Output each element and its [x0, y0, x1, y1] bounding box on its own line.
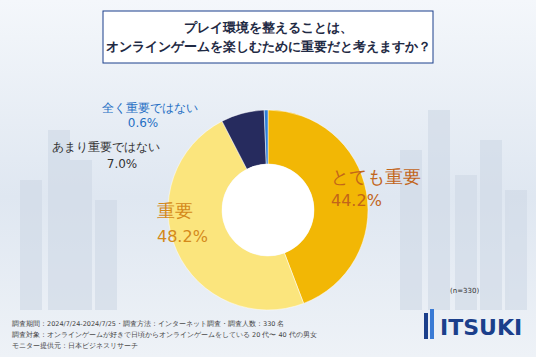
svg-text:7.0%: 7.0% [107, 157, 138, 171]
svg-text:調査対象：オンラインゲームが好きで日頃からオンラインゲームを: 調査対象：オンラインゲームが好きで日頃からオンラインゲームをしている 20 代〜… [12, 331, 317, 339]
svg-text:0.6%: 0.6% [128, 116, 159, 130]
svg-text:(n=330): (n=330) [450, 287, 479, 295]
svg-text:あまり重要ではない: あまり重要ではない [52, 140, 160, 154]
svg-text:プレイ環境を整えることは、: プレイ環境を整えることは、 [184, 20, 353, 35]
svg-text:44.2%: 44.2% [331, 191, 382, 210]
svg-text:調査期間：2024/7/24-2024/7/25・調査方法：: 調査期間：2024/7/24-2024/7/25・調査方法：インターネット調査・… [12, 320, 284, 328]
svg-text:ITSUKI: ITSUKI [440, 315, 522, 340]
svg-text:オンラインゲームを楽しむために重要だと考えますか？: オンラインゲームを楽しむために重要だと考えますか？ [106, 39, 431, 54]
svg-text:重要: 重要 [157, 200, 193, 221]
svg-text:とても重要: とても重要 [331, 166, 421, 187]
svg-text:モニター提供元：日本ビジネスリサーチ: モニター提供元：日本ビジネスリサーチ [12, 342, 138, 350]
svg-text:全く重要ではない: 全く重要ではない [102, 101, 198, 115]
svg-text:48.2%: 48.2% [157, 227, 208, 246]
